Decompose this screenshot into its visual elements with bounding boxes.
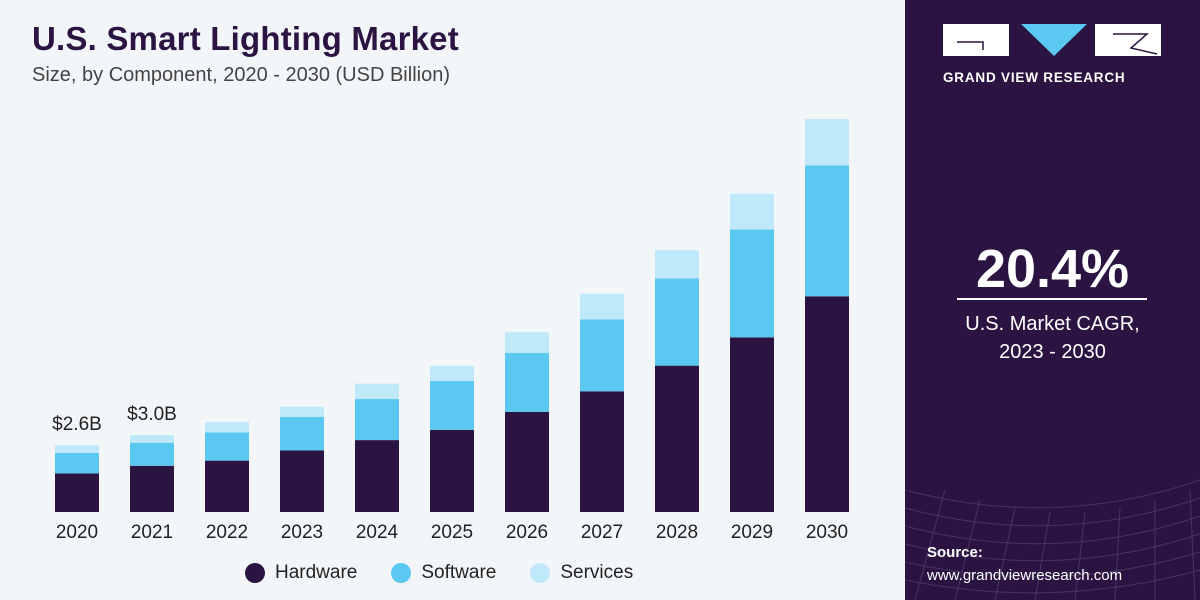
chart-panel: U.S. Smart Lighting Market Size, by Comp… [32,20,849,584]
bar-hardware-2029 [730,337,774,512]
chart-legend: Hardware Software Services [245,562,633,584]
x-tick-label-2025: 2025 [431,522,473,543]
bar-services-2024 [355,383,399,400]
legend-label-software: Software [421,562,497,583]
bar-services-2023 [280,406,324,417]
chart-title: U.S. Smart Lighting Market [32,20,459,57]
cagr-label-line1: U.S. Market CAGR, [965,313,1140,335]
stacked-bar-chart: 2020 $2.6B 2021 $3.0B 2022 2023 2024 2025 2026 20… [52,119,849,543]
x-tick-label-2020: 2020 [56,522,98,543]
bar-services-2029 [730,193,774,230]
bar-hardware-2025 [430,429,474,512]
bar-services-2026 [505,332,549,353]
x-tick-label-2026: 2026 [506,522,548,543]
cagr-label: U.S. Market CAGR, 2023 - 2030 [905,310,1200,366]
bar-hardware-2023 [280,450,324,512]
bar-software-2020 [55,452,99,474]
legend-swatch-services [530,563,551,583]
x-tick-label-2028: 2028 [656,522,698,543]
bar-hardware-2022 [205,460,249,512]
bar-software-2029 [730,229,774,338]
gvr-logo-icon [943,24,1161,56]
bar-hardware-2024 [355,440,399,512]
bar-hardware-2021 [130,465,174,512]
legend-item-software: Software [391,562,496,584]
source-label: Source: [927,544,983,561]
legend-label-services: Services [560,562,634,583]
bar-services-2028 [655,250,699,279]
legend-label-hardware: Hardware [275,562,358,583]
x-tick-label-2023: 2023 [281,522,323,543]
wireframe-grid-decoration [905,479,1200,600]
bar-software-2023 [280,416,324,451]
bar-services-2020 [55,445,99,453]
x-tick-label-2030: 2030 [806,522,848,543]
bar-software-2030 [805,165,849,297]
legend-item-hardware: Hardware [245,562,357,584]
data-label-2020: $2.6B [52,414,102,435]
bar-software-2027 [580,319,624,392]
bar-hardware-2027 [580,391,624,512]
bar-services-2022 [205,422,249,433]
bar-hardware-2030 [805,296,849,512]
bar-services-2027 [580,293,624,320]
legend-swatch-hardware [245,563,265,583]
cagr-label-line2: 2023 - 2030 [999,341,1106,363]
source-link[interactable]: www.grandviewresearch.com [927,567,1123,584]
legend-swatch-software [391,563,412,583]
bar-hardware-2026 [505,411,549,512]
legend-item-services: Services [530,562,633,584]
x-tick-label-2022: 2022 [206,522,248,543]
bar-services-2030 [805,119,849,166]
bar-services-2021 [130,434,174,443]
data-label-2021: $3.0B [127,404,177,425]
x-tick-label-2029: 2029 [731,522,773,543]
x-tick-label-2021: 2021 [131,522,173,543]
bar-software-2028 [655,278,699,366]
bar-software-2026 [505,352,549,412]
bar-services-2025 [430,365,474,382]
x-tick-label-2027: 2027 [581,522,623,543]
chart-subtitle: Size, by Component, 2020 - 2030 (USD Bil… [32,64,450,86]
x-tick-label-2024: 2024 [356,522,399,543]
bar-software-2021 [130,442,174,466]
brand-name: GRAND VIEW RESEARCH [943,70,1126,85]
bar-software-2024 [355,399,399,441]
bar-hardware-2020 [55,473,99,512]
cagr-divider [957,298,1147,300]
bar-hardware-2028 [655,365,699,512]
cagr-value: 20.4% [975,239,1130,299]
bar-software-2025 [430,381,474,430]
brand-panel: GRAND VIEW RESEARCH 20.4% U.S. Market CA… [905,0,1200,600]
bar-software-2022 [205,432,249,461]
